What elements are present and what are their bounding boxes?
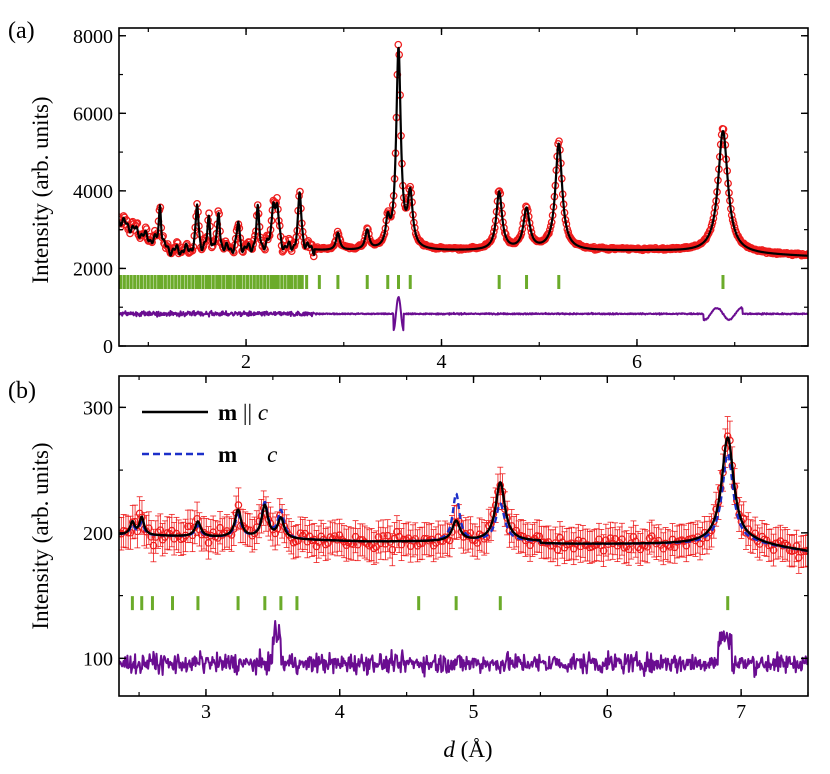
observed-point (186, 522, 195, 531)
legend-italic: c (258, 400, 268, 425)
observed-point (383, 531, 392, 540)
observed-point (263, 235, 272, 244)
x-tick-label: 2 (241, 351, 251, 373)
y-tick-label: 0 (103, 336, 113, 358)
panel-a-label: (a) (8, 18, 35, 44)
observed-point (312, 542, 321, 551)
observed-point (556, 533, 564, 542)
x-axis-unit: (Å) (455, 737, 493, 762)
observed-point (273, 193, 281, 202)
x-tick-label: 4 (437, 351, 447, 373)
y-tick-label: 6000 (73, 103, 113, 125)
observed-point (234, 501, 243, 509)
legend-relation: || (237, 400, 258, 425)
panel-a-y-axis-title: Intensity (arb. units) (28, 96, 53, 283)
observed-point (358, 240, 367, 249)
observed-point (372, 543, 381, 551)
observed-point (342, 541, 351, 549)
legend-bold: m (218, 442, 237, 467)
calculated-line (119, 46, 808, 257)
observed-points (119, 416, 808, 574)
y-tick-label: 100 (83, 648, 113, 670)
reflection-ticks (119, 275, 725, 290)
difference-line (119, 296, 808, 332)
observed-point (553, 545, 562, 554)
panel-b-y-axis-title: Intensity (arb. units) (28, 442, 53, 629)
y-tick-label: 4000 (73, 181, 113, 203)
observed-point (790, 546, 799, 555)
observed-point (182, 241, 190, 249)
observed-point (135, 509, 144, 518)
x-axis-title: d (Å) (443, 737, 492, 762)
panel-b-label: (b) (8, 378, 36, 404)
x-tick-label: 6 (632, 351, 642, 373)
legend: m || cm c (142, 400, 277, 467)
observed-point (466, 529, 475, 537)
observed-point (330, 241, 338, 250)
y-tick-label: 300 (83, 397, 113, 419)
y-tick-label: 200 (83, 523, 113, 545)
reflection-ticks (130, 596, 730, 611)
x-tick-label: 7 (736, 701, 746, 723)
legend-italic: c (267, 442, 277, 467)
observed-point (208, 242, 217, 250)
x-tick-label: 3 (201, 701, 211, 723)
observed-point (776, 537, 785, 545)
observed-point (769, 546, 778, 554)
difference-line (119, 620, 808, 679)
observed-point (422, 534, 431, 543)
panel-b-frame (118, 375, 809, 697)
observed-point (599, 546, 608, 555)
x-tick-label: 4 (335, 701, 345, 723)
observed-point (356, 536, 364, 544)
observed-point (629, 533, 638, 541)
observed-point (204, 539, 213, 547)
legend-bold: m (218, 400, 237, 425)
panel-b: 3 4 5 6 7 100 200 300 (b) Intensity (arb. units… (8, 375, 809, 762)
observed-point (296, 529, 305, 537)
panel-a: 2 4 6 0 2000 4000 6000 8000 (a) Intensity (arb.… (8, 18, 809, 373)
observed-point (379, 532, 387, 540)
panel-a-plot-area (119, 40, 808, 332)
y-tick-label: 2000 (73, 258, 113, 280)
panel-b-ticks: 3 4 5 6 7 100 200 300 (83, 376, 809, 723)
observed-point (388, 545, 397, 554)
observed-point (216, 523, 224, 532)
observed-point (335, 531, 344, 540)
observed-point (225, 529, 234, 537)
x-axis-symbol: d (443, 737, 455, 762)
observed-point (636, 545, 645, 554)
panel-a-ticks: 2 4 6 0 2000 4000 6000 8000 (73, 26, 808, 373)
calculated-line-m-parallel-c (119, 436, 808, 552)
observed-point (358, 536, 367, 544)
observed-point (200, 528, 208, 537)
panel-a-frame (118, 27, 809, 347)
x-tick-label: 6 (602, 701, 612, 723)
observed-point (625, 545, 633, 554)
observed-point (156, 526, 165, 534)
observed-point (149, 541, 158, 550)
observed-point (473, 539, 482, 547)
y-tick-label: 8000 (73, 26, 113, 48)
x-tick-label: 5 (469, 701, 479, 723)
legend-entry: m || c (218, 400, 268, 425)
observed-point (445, 536, 454, 545)
panel-b-plot-area (119, 416, 808, 679)
